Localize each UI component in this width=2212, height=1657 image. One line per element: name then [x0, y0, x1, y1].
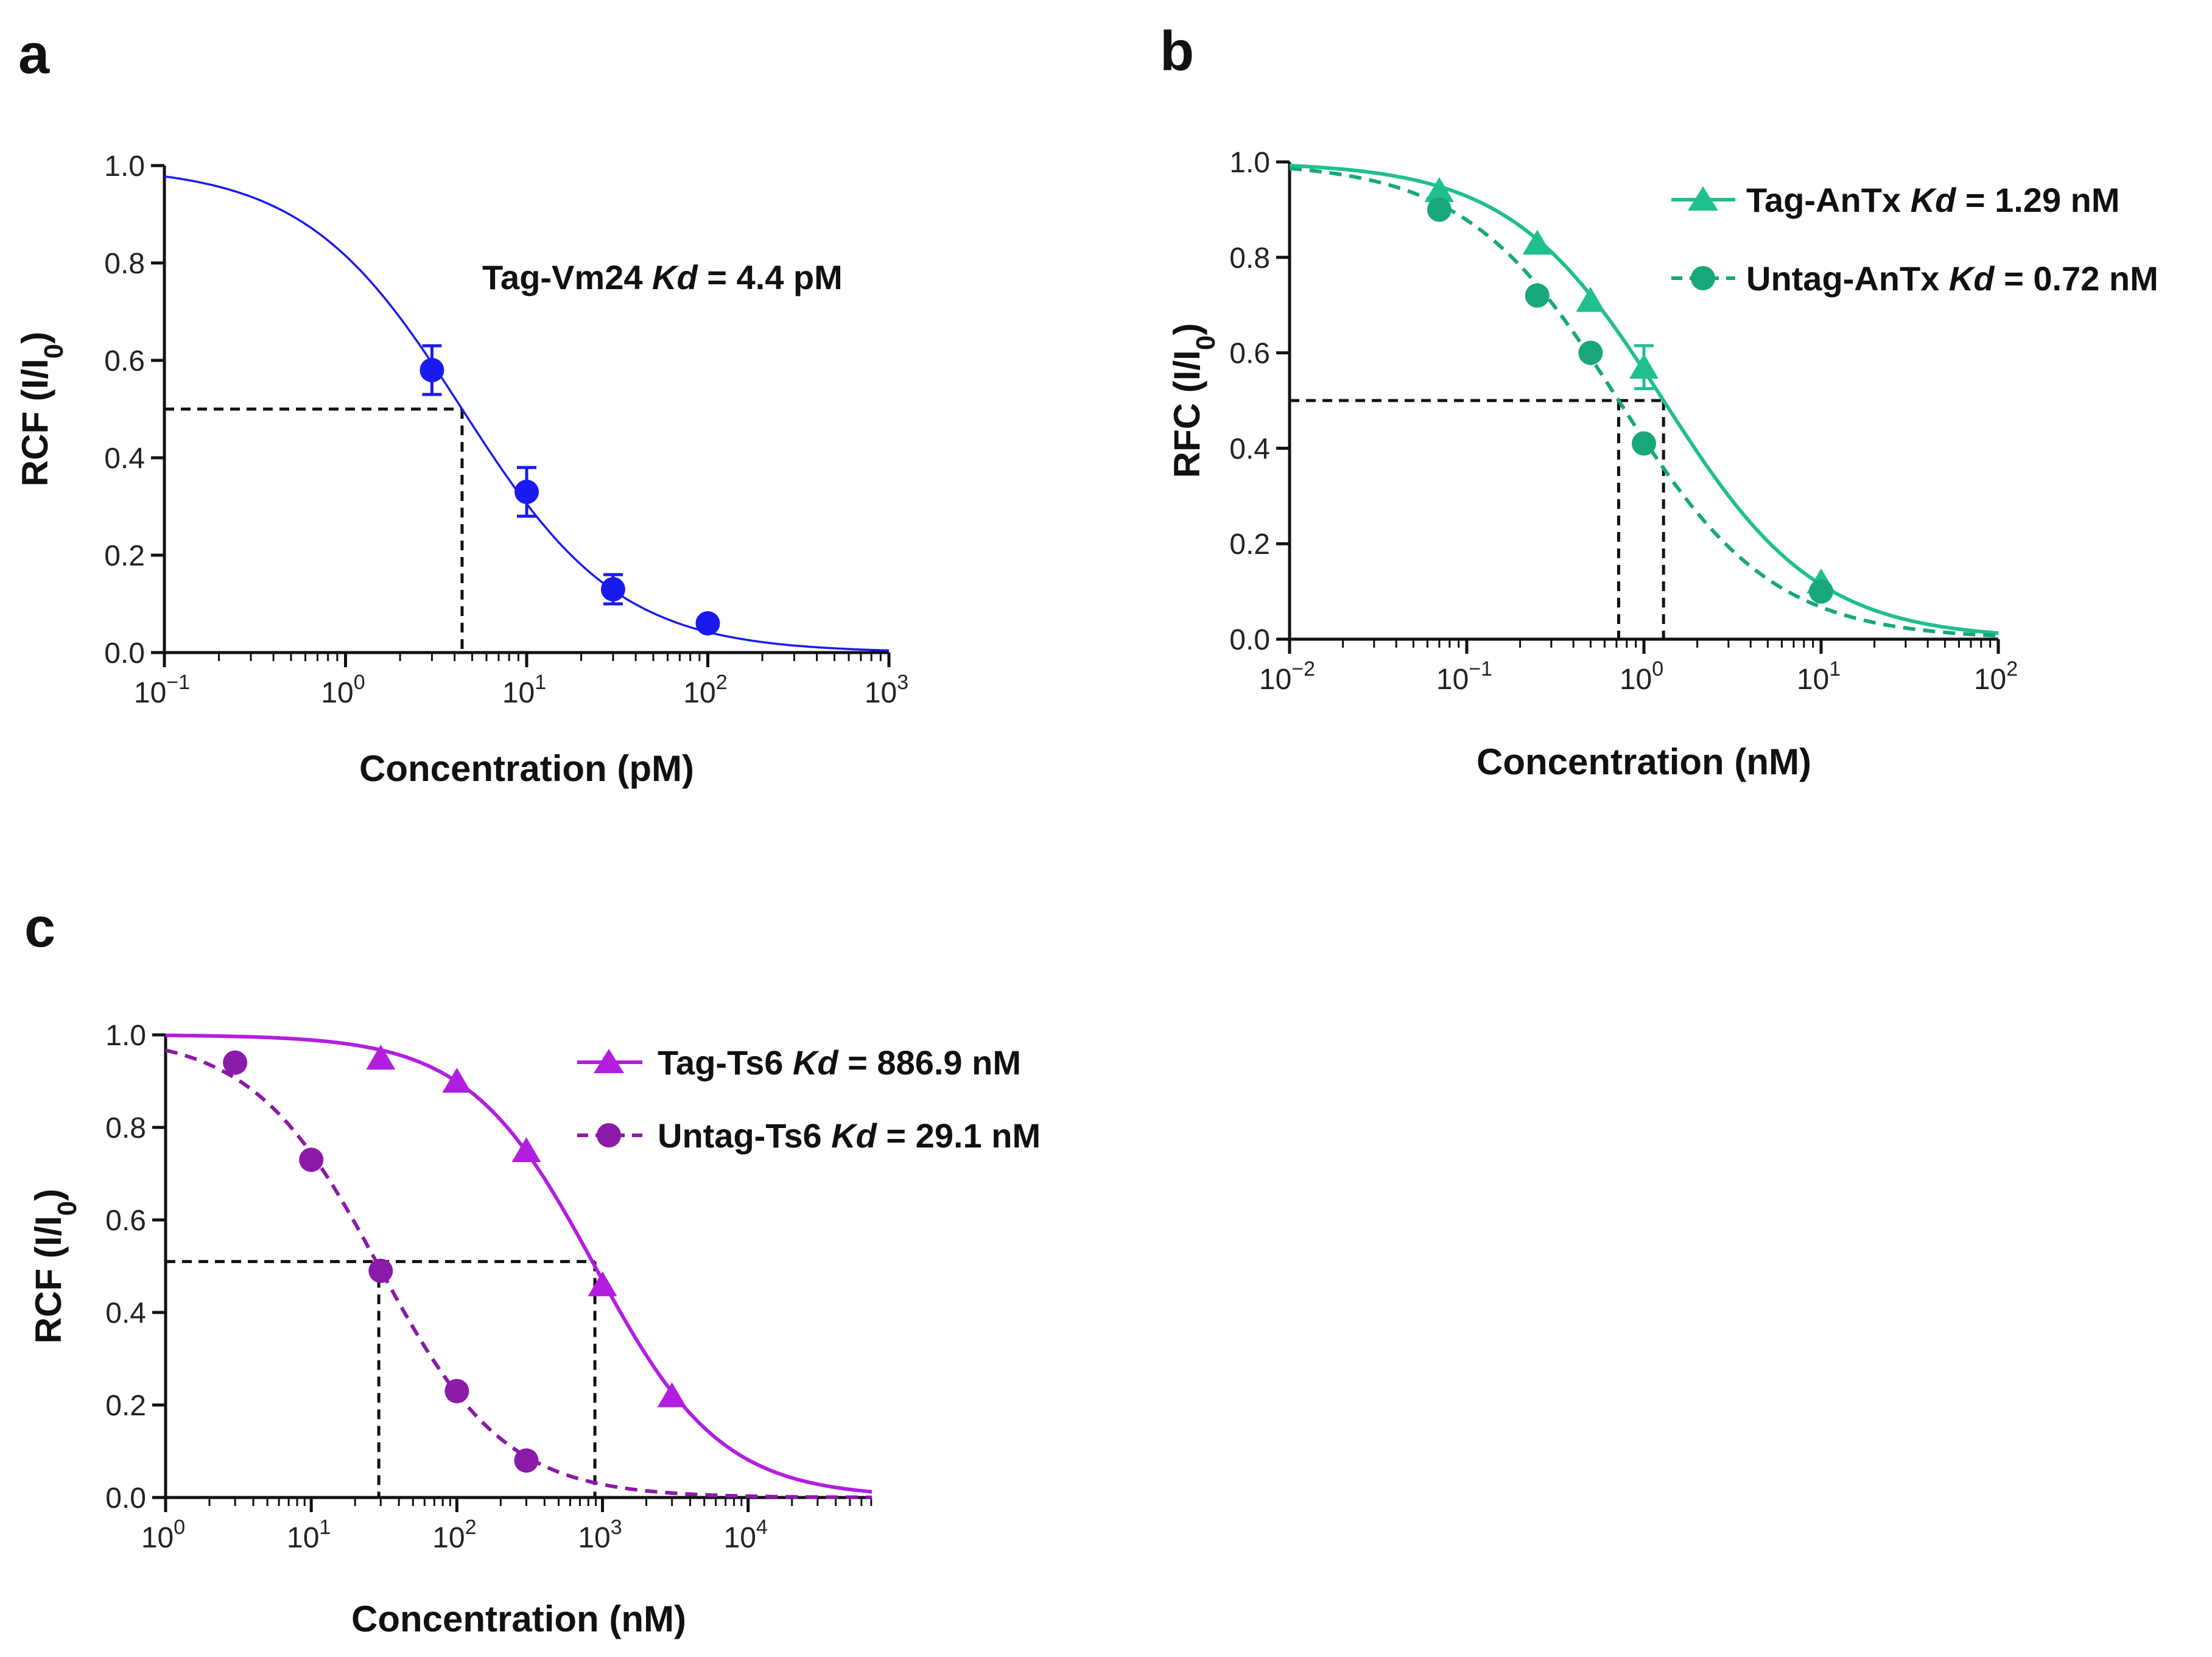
panel-a-x-tick-label: 101 — [502, 671, 546, 709]
panel-b: b 0.0 0.2 0.4 0.6 0.8 1.0 10−2 10−1 100 101 102 C… — [1160, 20, 2158, 782]
panel-b-y-tick-label: 0.2 — [1229, 528, 1270, 561]
panel-b-x-tick-label: 10−1 — [1436, 657, 1492, 696]
svg-text:Tag-AnTx Kd = 1.29 nM: Tag-AnTx Kd = 1.29 nM — [1746, 181, 2120, 219]
panel-a-x-axis-label: Concentration (pM) — [359, 748, 694, 789]
panel-c-x-axis-label: Concentration (nM) — [351, 1599, 686, 1639]
panel-a-annotation: Tag-Vm24 Kd = 4.4 pM — [482, 258, 843, 296]
panel-c-y-tick-label: 0.0 — [105, 1482, 146, 1515]
svg-text:Untag-Ts6 Kd = 29.1 nM: Untag-Ts6 Kd = 29.1 nM — [658, 1116, 1041, 1155]
panel-b-legend-item-tag: Tag-AnTx Kd = 1.29 nM — [1671, 181, 2120, 219]
panel-c-y-tick-label: 0.6 — [105, 1205, 146, 1237]
panel-c-y-tick-label: 0.2 — [105, 1390, 146, 1422]
panel-b-fit-curve — [1289, 166, 1999, 638]
panel-b-y-tick-label: 0.6 — [1229, 338, 1270, 370]
panel-b-data-point — [1632, 431, 1656, 456]
panel-c-legend: Tag-Ts6 Kd = 886.9 nM Untag-Ts6 Kd = 29.… — [577, 1043, 1041, 1155]
panel-a-data-point — [695, 611, 720, 636]
panel-b-x-tick-label: 100 — [1620, 657, 1663, 696]
panel-c: c 0.0 0.2 0.4 0.6 0.8 1.0 100 101 102 103 104 Con… — [24, 897, 1041, 1639]
panel-c-x-tick-label: 101 — [287, 1516, 331, 1554]
panel-b-legend-item-untag: Untag-AnTx Kd = 0.72 nM — [1671, 259, 2158, 298]
panel-b-data-point — [1629, 354, 1659, 379]
panel-b-data-point — [1427, 197, 1452, 222]
panel-b-y-tick-label: 0.4 — [1229, 433, 1270, 465]
panel-b-y-tick-label: 1.0 — [1229, 147, 1270, 179]
panel-c-data-point — [368, 1258, 393, 1283]
panel-c-data-point — [223, 1050, 248, 1075]
panel-c-data-point — [366, 1045, 396, 1070]
panel-c-data-point — [511, 1137, 541, 1162]
panel-a-data-point — [600, 577, 625, 601]
panel-c-x-tick-label: 102 — [432, 1516, 476, 1554]
panel-c-data-point — [299, 1147, 324, 1172]
panel-a-x-tick-label: 103 — [865, 671, 908, 709]
panel-a-y-tick-label: 0.2 — [104, 540, 145, 572]
panel-c-y-tick-label: 1.0 — [105, 1020, 146, 1052]
panel-b-label: b — [1160, 20, 1194, 82]
panel-a-fit-curve — [164, 175, 890, 652]
panel-a-y-tick-label: 0.0 — [104, 637, 145, 670]
panel-a-x-tick-label: 100 — [321, 671, 365, 709]
panel-b-data-point — [1576, 287, 1606, 312]
panel-b-x-tick-label: 101 — [1797, 657, 1841, 696]
panel-c-y-axis-label: RCF (I/I0) — [28, 1189, 82, 1343]
panel-b-y-tick-label: 0.8 — [1229, 242, 1270, 275]
svg-text:Tag-Ts6 Kd = 886.9 nM: Tag-Ts6 Kd = 886.9 nM — [658, 1043, 1021, 1082]
panel-c-data-point — [514, 1448, 539, 1473]
panel-a-x-tick-label: 10−1 — [134, 671, 190, 709]
panel-c-x-tick-label: 104 — [724, 1516, 768, 1554]
panel-b-x-tick-label: 102 — [1974, 657, 2018, 696]
panel-c-x-tick-label: 100 — [141, 1516, 185, 1554]
panel-c-label: c — [24, 897, 55, 959]
panel-a-x-tick-label: 102 — [683, 671, 727, 709]
svg-text:Untag-AnTx Kd = 0.72 nM: Untag-AnTx Kd = 0.72 nM — [1746, 259, 2158, 298]
panel-b-y-tick-label: 0.0 — [1229, 624, 1270, 656]
panel-b-data-point — [1424, 177, 1454, 203]
panel-b-data-point — [1809, 579, 1833, 604]
panel-b-data-point — [1578, 340, 1603, 365]
panel-c-data-point — [588, 1271, 617, 1297]
panel-a-y-axis-label: RCF (I/I0) — [15, 332, 69, 486]
panel-a-y-tick-label: 0.8 — [104, 248, 145, 280]
panel-b-x-axis-label: Concentration (nM) — [1476, 741, 1811, 782]
panel-b-data-point — [1522, 229, 1552, 255]
panel-b-y-axis-label: RFC (I/I0) — [1167, 323, 1221, 478]
panel-c-y-tick-label: 0.8 — [105, 1112, 146, 1144]
panel-a: a 0.0 0.2 0.4 0.6 0.8 1.0 10−1 100 101 102 103 Co… — [15, 23, 908, 789]
panel-c-x-tick-label: 103 — [578, 1516, 622, 1554]
panel-c-fit-curve — [166, 1033, 873, 1494]
panel-c-data-point — [444, 1379, 469, 1404]
panel-a-y-tick-label: 0.4 — [104, 443, 145, 475]
panel-c-legend-item-untag: Untag-Ts6 Kd = 29.1 nM — [577, 1116, 1041, 1155]
panel-c-legend-item-tag: Tag-Ts6 Kd = 886.9 nM — [577, 1043, 1021, 1082]
panel-a-y-tick-label: 1.0 — [104, 150, 145, 183]
panel-a-y-tick-label: 0.6 — [104, 345, 145, 377]
panel-b-data-point — [1525, 283, 1550, 308]
panel-a-label: a — [18, 23, 50, 85]
panel-b-x-tick-label: 10−2 — [1259, 657, 1315, 696]
panel-a-data-point — [420, 358, 444, 382]
panel-c-data-point — [442, 1068, 472, 1093]
panel-a-data-point — [514, 480, 539, 504]
panel-c-y-tick-label: 0.4 — [105, 1297, 146, 1329]
panel-c-data-point — [657, 1382, 687, 1407]
panel-b-legend: Tag-AnTx Kd = 1.29 nM Untag-AnTx Kd = 0.… — [1671, 181, 2158, 298]
